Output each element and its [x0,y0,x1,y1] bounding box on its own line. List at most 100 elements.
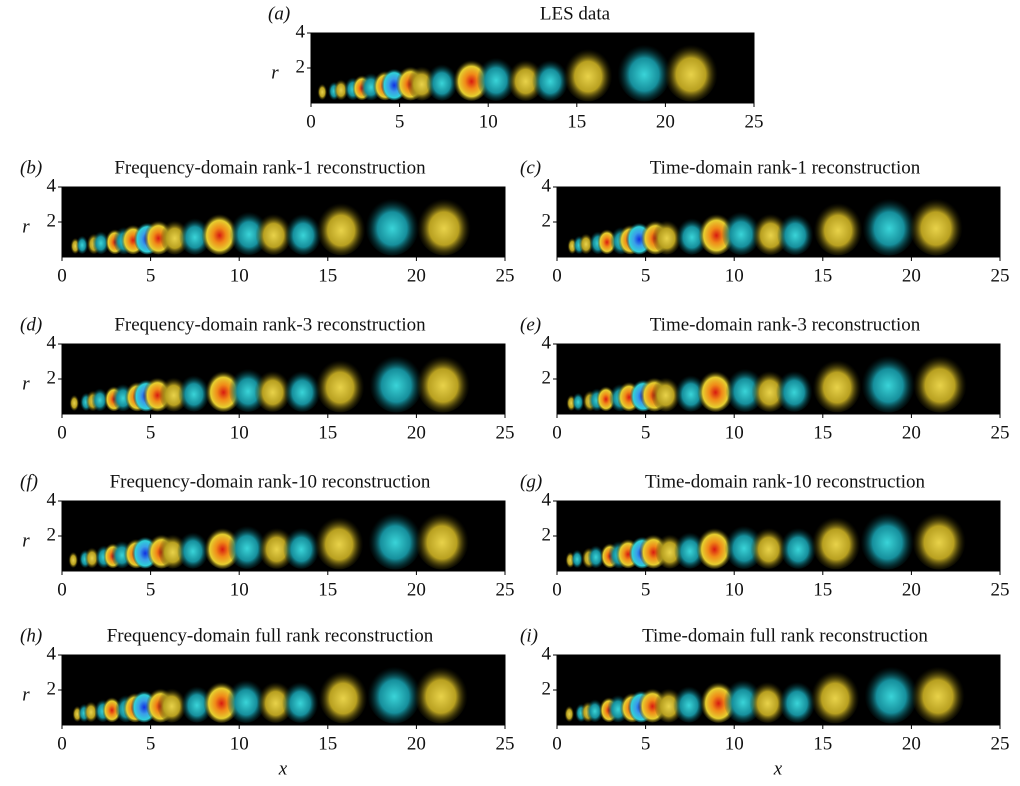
contour-blob [911,663,965,724]
x-tick-label: 0 [57,422,67,443]
contour-blob [157,686,187,723]
y-tick-label: 4 [47,332,57,353]
contour-blob [92,230,110,254]
contour-blob [578,232,594,254]
x-tick-label: 20 [656,111,675,132]
contour-blob [367,663,422,724]
contour-blob [673,684,705,723]
contour-blob [415,509,469,570]
contour-blob [572,391,585,411]
contour-blob [226,677,266,723]
x-tick-label: 5 [641,265,651,286]
panel-label: (f) [20,471,38,492]
x-tick-label: 0 [552,422,562,443]
panel-title: Frequency-domain rank-3 reconstruction [114,314,426,335]
panel-label: (c) [520,157,541,178]
y-tick-label: 4 [47,643,57,664]
contour-field [566,352,967,413]
x-tick-label: 15 [318,579,337,600]
panel: (g) Time-domain rank-10 reconstruction 0 5 1… [520,471,1010,600]
panel-label: (e) [520,314,541,335]
x-tick-label: 0 [57,733,67,754]
contour-blob [282,525,320,569]
contour-blob [531,57,569,101]
panel-title: Time-domain full rank reconstruction [642,625,928,646]
contour-field [317,41,718,102]
x-axis-label: x [773,758,783,779]
contour-blob [571,548,584,568]
contour-blob [913,352,967,413]
x-tick-label: 15 [813,579,832,600]
contour-field [72,663,468,724]
y-tick-label: 2 [47,678,57,699]
contour-blob [281,679,319,723]
x-tick-label: 25 [991,733,1010,754]
x-tick-label: 0 [306,111,316,132]
contour-blob [83,700,99,722]
x-tick-label: 5 [641,422,651,443]
y-tick-label: 4 [296,21,306,42]
contour-blob [864,663,919,724]
contour-blob [563,46,613,102]
x-tick-label: 25 [991,265,1010,286]
x-tick-label: 15 [318,733,337,754]
x-tick-label: 15 [813,265,832,286]
contour-blob [417,195,471,256]
y-tick-label: 4 [542,175,552,196]
x-tick-label: 20 [902,579,921,600]
x-tick-label: 15 [318,422,337,443]
contour-blob [476,55,516,101]
x-tick-label: 0 [57,265,67,286]
x-tick-label: 5 [641,733,651,754]
contour-blob [69,393,80,411]
contour-blob [696,525,733,569]
contour-blob [664,41,718,102]
x-tick-label: 20 [407,422,426,443]
y-tick-label: 2 [47,210,57,231]
contour-blob [76,234,89,254]
y-tick-label: 2 [542,210,552,231]
y-tick-label: 4 [542,643,552,664]
panel-label: (a) [268,3,290,24]
contour-blob [365,195,420,256]
x-tick-label: 25 [991,579,1010,600]
x-tick-label: 10 [725,579,744,600]
x-tick-label: 10 [230,733,249,754]
panel-title: Time-domain rank-1 reconstruction [650,157,921,178]
contour-blob [862,195,917,256]
x-tick-label: 15 [318,265,337,286]
contour-field [567,195,963,256]
contour-blob [68,550,79,568]
contour-blob [860,509,915,570]
contour-blob [227,523,267,569]
contour-blob [416,352,470,413]
x-tick-label: 15 [813,733,832,754]
y-axis-label: r [22,373,30,394]
contour-blob [333,78,349,100]
contour-blob [812,357,862,413]
x-tick-label: 0 [552,579,562,600]
contour-blob [318,668,368,724]
x-tick-label: 20 [902,265,921,286]
panel-label: (d) [20,314,42,335]
contour-blob [776,211,814,255]
x-tick-label: 20 [407,265,426,286]
contour-blob [586,698,604,722]
contour-blob [201,211,238,255]
x-tick-label: 0 [57,579,67,600]
panel: (c) Time-domain rank-1 reconstruction 0 5 10… [520,157,1010,286]
y-axis-label: r [271,62,279,83]
contour-blob [617,41,672,102]
contour-blob [177,530,209,569]
x-tick-label: 25 [496,422,515,443]
y-tick-label: 2 [542,524,552,545]
panel-title: Time-domain rank-3 reconstruction [650,314,921,335]
y-axis-label: r [22,216,30,237]
x-tick-label: 0 [552,733,562,754]
y-tick-label: 4 [47,489,57,510]
panel: (d) Frequency-domain rank-3 reconstructio… [20,314,515,443]
contour-blob [811,514,861,570]
x-tick-label: 0 [552,265,562,286]
y-axis-label: r [22,530,30,551]
contour-blob [813,200,863,256]
